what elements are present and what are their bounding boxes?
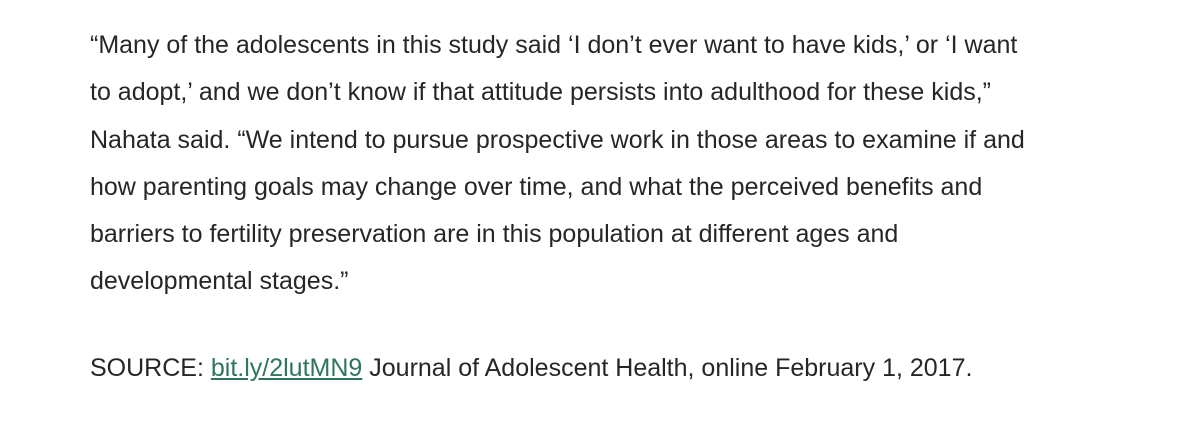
text-line: Nahata said. “We intend to pursue prospe… [90,125,1025,154]
text-line: how parenting goals may change over time… [90,172,983,201]
source-text: Journal of Adolescent Health, online Feb… [369,354,973,382]
quote-paragraph: “Many of the adolescents in this study s… [90,22,1025,306]
source-line: SOURCE: bit.ly/2lutMN9 Journal of Adoles… [90,345,972,392]
text-line: developmental stages.” [90,267,349,296]
source-label: SOURCE: [90,354,204,382]
text-line: “Many of the adolescents in this study s… [90,31,1018,59]
text-line: barriers to fertility preservation are i… [90,220,899,249]
source-link[interactable]: bit.ly/2lutMN9 [210,354,363,382]
text-line: to adopt,’ and we don’t know if that att… [90,78,992,107]
